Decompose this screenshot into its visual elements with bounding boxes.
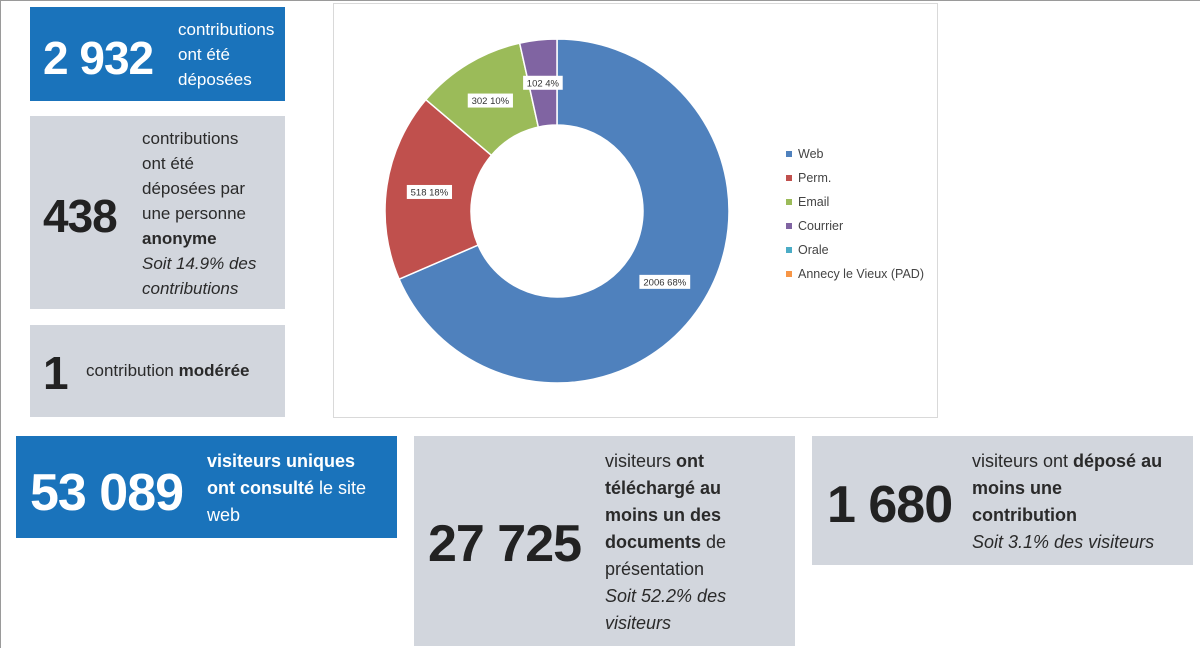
legend-item: Courrier — [786, 214, 924, 238]
chart-legend: Web Perm. Email Courrier Orale Annecy le Vieu… — [786, 142, 924, 286]
legend-swatch — [786, 247, 792, 253]
visitors-card: 53 089 visiteurs uniques ont consulté le… — [16, 436, 397, 538]
slice-data-label-box — [523, 75, 563, 90]
moderated-count: 1 — [43, 347, 69, 399]
legend-item: Email — [786, 190, 924, 214]
legend-item: Web — [786, 142, 924, 166]
slice-data-label-text: 302 10% — [472, 96, 510, 107]
downloads-count: 27 725 — [428, 515, 582, 573]
depositors-count: 1 680 — [827, 476, 953, 534]
slice-data-label-text: 2006 68% — [643, 277, 686, 288]
legend-item: Perm. — [786, 166, 924, 190]
visitors-caption: visiteurs uniques ont consulté le site w… — [207, 451, 367, 525]
slice-data-label-text: 102 4% — [527, 78, 560, 89]
frame-top-border — [0, 0, 1200, 1]
slice-data-label-box — [639, 274, 691, 289]
moderated-caption: contribution modérée — [86, 361, 250, 380]
donut-chart-svg: 2006 68% 518 18% 302 10% 102 4% — [384, 38, 730, 384]
anonymous-count: 438 — [43, 190, 118, 242]
slice-data-label-box — [406, 184, 453, 199]
legend-label: Perm. — [798, 171, 832, 185]
slice-data-label-text: 518 18% — [411, 187, 449, 198]
donut-chart: 2006 68% 518 18% 302 10% 102 4% Web Perm. Ema… — [333, 3, 938, 418]
depositors-card: 1 680 visiteurs ont déposé au moins une … — [812, 436, 1193, 565]
slice-data-label: 518 18% — [406, 184, 453, 199]
anonymous-card: 438 contributions ont été déposées par u… — [30, 116, 285, 309]
slice-data-label: 102 4% — [523, 75, 563, 90]
depositors-caption: visiteurs ont déposé au moins une contri… — [972, 451, 1163, 552]
legend-label: Courrier — [798, 219, 844, 233]
legend-swatch — [786, 271, 792, 277]
legend-label: Orale — [798, 243, 829, 257]
downloads-card: 27 725 visiteurs ont téléchargé au moins… — [414, 436, 795, 646]
contributions-card: 2 932 contributions ont été déposées — [30, 7, 285, 101]
donut-slice-web — [398, 38, 730, 384]
slice-data-label: 2006 68% — [639, 274, 691, 289]
legend-item: Orale — [786, 238, 924, 262]
legend-swatch — [786, 175, 792, 181]
slice-data-label: 302 10% — [467, 93, 513, 108]
moderated-card: 1 contribution modérée — [30, 325, 285, 417]
anonymous-caption: contributions ont été déposées par une p… — [142, 129, 257, 298]
legend-label: Annecy le Vieux (PAD) — [798, 267, 924, 281]
legend-label: Email — [798, 195, 830, 209]
legend-swatch — [786, 151, 792, 157]
legend-label: Web — [798, 147, 824, 161]
frame-left-border — [0, 0, 1, 648]
contributions-count: 2 932 — [43, 32, 154, 84]
slice-data-label-box — [467, 93, 513, 108]
downloads-caption: visiteurs ont téléchargé au moins un des… — [605, 451, 727, 633]
legend-swatch — [786, 223, 792, 229]
contributions-caption: contributions ont été déposées — [178, 20, 275, 89]
visitors-count: 53 089 — [30, 464, 184, 522]
legend-swatch — [786, 199, 792, 205]
legend-item: Annecy le Vieux (PAD) — [786, 262, 924, 286]
